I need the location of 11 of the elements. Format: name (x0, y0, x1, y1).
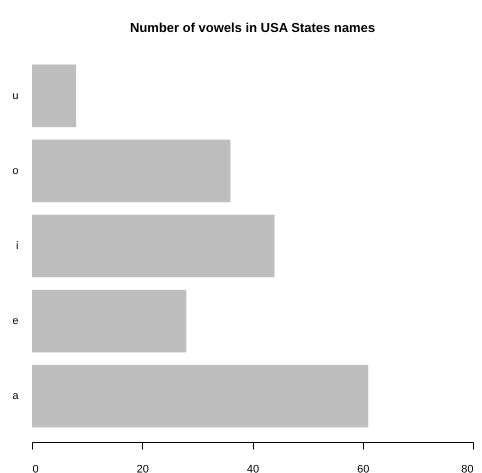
chart-title: Number of vowels in USA States names (130, 20, 376, 35)
x-tick-label: 20 (136, 464, 149, 473)
x-tick-label: 40 (246, 464, 260, 473)
y-tick-label: u (12, 90, 18, 102)
x-tick-label: 80 (461, 464, 474, 473)
y-tick-label: a (12, 390, 20, 402)
x-tick-label: 60 (357, 464, 370, 473)
y-tick-label: i (16, 240, 18, 252)
y-tick-label: o (12, 164, 18, 177)
y-tick-label: e (12, 315, 18, 328)
x-tick-label: 0 (32, 464, 39, 473)
